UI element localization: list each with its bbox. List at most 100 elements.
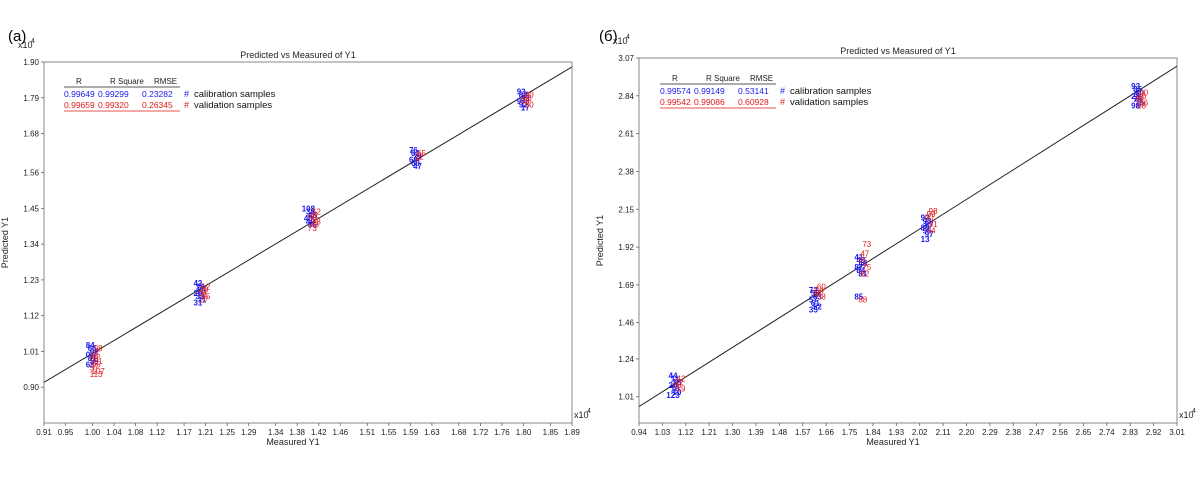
validation-point: 98 xyxy=(929,207,938,216)
x-tick-label: 1.48 xyxy=(772,428,788,437)
stats-value: 0.26345 xyxy=(142,100,173,110)
validation-point: 91 xyxy=(929,220,938,229)
fit-line xyxy=(639,65,1177,407)
calibration-point: 48 xyxy=(856,256,865,265)
calibration-point: 41 xyxy=(854,253,863,262)
calibration-point: 24 xyxy=(197,286,206,295)
y-tick-label: 1.24 xyxy=(618,355,634,364)
calibration-point: 76 xyxy=(409,146,418,155)
legend-label: validation samples xyxy=(790,97,868,108)
validation-point: 80 xyxy=(525,100,534,109)
calibration-point: 55 xyxy=(811,289,820,298)
y-tick-label: 1.46 xyxy=(618,319,634,328)
x-tick-label: 2.02 xyxy=(912,428,928,437)
calibration-point: 17 xyxy=(521,104,530,113)
x-tick-label: 1.76 xyxy=(494,428,510,437)
y-tick-label: 1.01 xyxy=(23,347,39,356)
calibration-point: 62 xyxy=(411,149,420,158)
calibration-point: 33 xyxy=(195,292,204,301)
calibration-point: 79 xyxy=(1133,95,1142,104)
y-tick-label: 1.68 xyxy=(23,130,39,139)
x-tick-label: 1.93 xyxy=(889,428,905,437)
x-tick-label: 1.72 xyxy=(473,428,489,437)
validation-point: 29 xyxy=(199,286,208,295)
x-tick-label: 2.56 xyxy=(1052,428,1068,437)
y-tick-label: 0.90 xyxy=(23,383,39,392)
x-axis-label: Measured Y1 xyxy=(866,437,919,447)
validation-point: 107 xyxy=(92,367,106,376)
calibration-point: 47 xyxy=(413,162,422,171)
y-multiplier: x10 xyxy=(613,36,628,46)
calibration-point: 60 xyxy=(411,159,420,168)
calibration-point: 97 xyxy=(517,97,526,106)
y-axis-label: Predicted Y1 xyxy=(0,217,10,268)
stats-header-1: R Square xyxy=(706,74,740,83)
x-tick-label: 1.34 xyxy=(268,428,284,437)
calibration-point: 16 xyxy=(671,384,680,393)
calibration-point: 07 xyxy=(86,351,95,360)
calibration-point: 10 xyxy=(673,388,682,397)
calibration-point: 75 xyxy=(1135,98,1144,107)
calibration-point: 46 xyxy=(858,260,867,269)
x-tick-label: 1.04 xyxy=(106,428,122,437)
validation-point: 01 xyxy=(94,357,103,366)
x-tick-label: 1.57 xyxy=(795,428,811,437)
y-tick-label: 2.15 xyxy=(618,205,634,214)
x-tick-label: 0.94 xyxy=(631,428,647,437)
calibration-point: 81 xyxy=(88,354,97,363)
calibration-point: 20 xyxy=(193,289,202,298)
legend-symbol: # xyxy=(184,89,189,99)
calibration-point: 61 xyxy=(811,299,820,308)
x-tick-label: 1.89 xyxy=(564,428,580,437)
x-tick-label: 1.12 xyxy=(678,428,694,437)
x-tick-label: 2.20 xyxy=(959,428,975,437)
y-tick-label: 1.01 xyxy=(618,393,634,402)
validation-point: 45 xyxy=(858,256,867,265)
x-tick-label: 1.85 xyxy=(543,428,559,437)
validation-point: 113 xyxy=(90,370,103,379)
stats-value: 0.99574 xyxy=(660,86,691,96)
calibration-point: 38 xyxy=(306,208,315,217)
calibration-point: 57 xyxy=(809,296,818,305)
validation-point: 48 xyxy=(312,217,321,226)
y-tick-label: 1.69 xyxy=(618,281,634,290)
y-tick-label: 1.23 xyxy=(23,276,39,285)
validation-point: 95 xyxy=(92,360,101,369)
calibration-point: 13 xyxy=(921,235,930,244)
y-tick-label: 1.45 xyxy=(23,204,39,213)
x-tick-label: 1.21 xyxy=(198,428,214,437)
x-tick-label: 2.83 xyxy=(1122,428,1138,437)
chart-title: Predicted vs Measured of Y1 xyxy=(840,46,955,56)
x-tick-label: 0.91 xyxy=(36,428,52,437)
x-tick-label: 1.75 xyxy=(842,428,858,437)
x-tick-label: 1.51 xyxy=(359,428,375,437)
panel-a: (a) Predicted vs Measured of Y1 x10 4 x10 4 0… xyxy=(0,0,591,480)
plot-frame xyxy=(638,57,1178,424)
validation-point: 41 xyxy=(310,211,319,220)
y-tick-label: 1.34 xyxy=(23,240,39,249)
x-tick-label: 2.92 xyxy=(1146,428,1162,437)
calibration-point: 28 xyxy=(1131,92,1140,101)
legend-label: calibration samples xyxy=(194,89,276,100)
x-tick-label: 1.30 xyxy=(725,428,741,437)
validation-point: 72 xyxy=(415,152,424,161)
x-tick-label: 3.01 xyxy=(1169,428,1185,437)
validation-point: 65 xyxy=(813,289,822,298)
validation-point: 73 xyxy=(862,240,871,249)
calibration-point: 93 xyxy=(1131,82,1140,91)
validation-point: 12 xyxy=(675,378,684,387)
validation-point: 60 xyxy=(817,283,826,292)
chart-title: Predicted vs Measured of Y1 xyxy=(240,50,355,60)
calibration-point: 63 xyxy=(813,292,822,301)
calibration-point: 18 xyxy=(673,378,682,387)
calibration-point: 84 xyxy=(856,266,865,275)
validation-point: 5 xyxy=(415,156,420,165)
plot-frame xyxy=(43,61,573,424)
validation-point: 99 xyxy=(927,210,936,219)
validation-point: 88 xyxy=(858,296,867,305)
calibration-point: 81 xyxy=(858,269,867,278)
validation-point: 42 xyxy=(677,375,686,384)
calibration-point: 52 xyxy=(813,302,822,311)
x-tick-label: 1.63 xyxy=(424,428,440,437)
